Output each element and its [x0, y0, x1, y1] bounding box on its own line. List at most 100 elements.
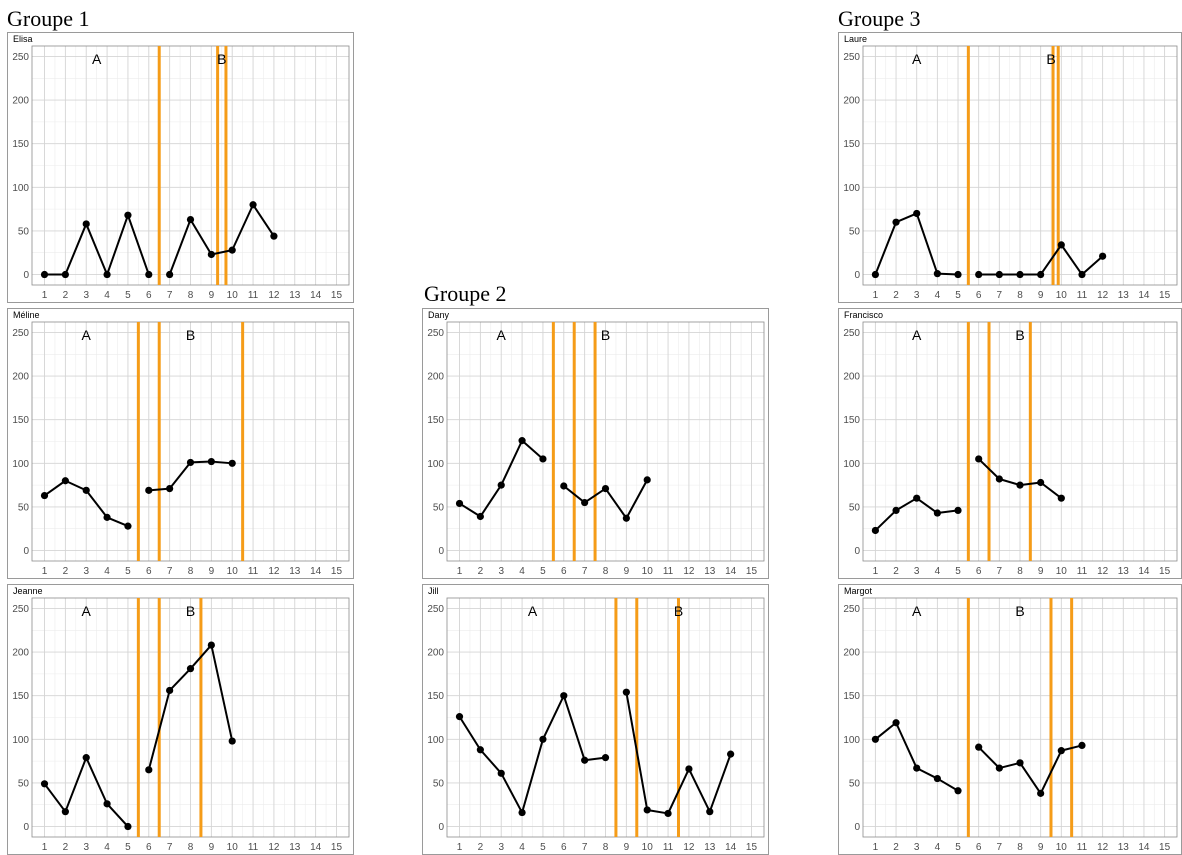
x-tick-label: 5: [540, 566, 546, 577]
x-tick-label: 6: [976, 566, 982, 577]
x-tick-label: 1: [873, 566, 879, 577]
x-tick-label: 4: [519, 842, 525, 853]
x-tick-label: 8: [188, 290, 194, 301]
data-point: [228, 459, 236, 467]
data-point: [933, 509, 941, 517]
phase-label-b: B: [1015, 327, 1024, 343]
x-tick-label: 2: [893, 842, 899, 853]
data-point: [954, 270, 962, 279]
data-point: [103, 800, 111, 808]
data-point: [995, 764, 1003, 772]
x-tick-label: 4: [935, 842, 941, 853]
data-point: [82, 486, 90, 494]
phase-label-b: B: [674, 603, 683, 619]
x-tick-label: 10: [1056, 290, 1068, 301]
x-tick-label: 1: [42, 842, 48, 853]
data-point: [518, 437, 526, 445]
x-tick-label: 11: [1077, 842, 1088, 853]
x-tick-label: 13: [289, 290, 301, 301]
data-point: [207, 457, 215, 466]
x-tick-label: 2: [893, 290, 899, 301]
data-point: [622, 688, 630, 696]
group-title-3: Groupe 3: [838, 6, 920, 31]
data-point: [601, 754, 610, 762]
x-tick-label: 15: [331, 290, 343, 301]
x-tick-label: 12: [268, 290, 280, 301]
grid: [863, 46, 1177, 285]
data-point: [1037, 789, 1045, 797]
x-tick-label: 3: [83, 290, 89, 301]
data-point: [455, 499, 464, 508]
x-tick-label: 9: [209, 290, 215, 301]
x-tick-label: 1: [873, 290, 879, 301]
data-point: [954, 506, 962, 515]
x-tick-label: 15: [746, 566, 758, 577]
x-tick-label: 13: [1118, 842, 1130, 853]
y-tick-label: 200: [12, 648, 29, 659]
series-line-phase-a: [458, 694, 606, 814]
x-tick-label: 10: [227, 566, 239, 577]
y-tick-label: 0: [854, 546, 860, 557]
data-point: [539, 735, 547, 743]
x-tick-label: 6: [976, 290, 982, 301]
panel-title-laure: Laure: [844, 34, 867, 44]
x-tick-label: 13: [1118, 566, 1130, 577]
y-tick-label: 200: [12, 372, 29, 383]
x-tick-label: 7: [997, 566, 1003, 577]
plot-area: [31, 321, 350, 562]
y-tick-label: 0: [23, 822, 29, 833]
x-tick-label: 15: [746, 842, 758, 853]
y-tick-label: 150: [843, 691, 860, 702]
data-point: [1016, 481, 1024, 489]
x-tick-label: 8: [1017, 842, 1023, 853]
x-tick-label: 5: [955, 566, 961, 577]
y-tick-label: 100: [427, 459, 444, 470]
phase-label-a: A: [92, 51, 102, 67]
data-point: [166, 485, 174, 493]
x-tick-label: 11: [1077, 290, 1088, 301]
x-tick-label: 14: [1138, 566, 1150, 577]
x-tick-label: 6: [146, 566, 152, 577]
x-tick-label: 3: [83, 566, 89, 577]
plot-area: [446, 321, 765, 562]
x-tick-label: 14: [1138, 290, 1150, 301]
phase-label-b: B: [186, 327, 195, 343]
panel-frame: [422, 584, 769, 855]
data-point: [871, 735, 879, 743]
data-point: [228, 737, 236, 745]
y-tick-label: 50: [18, 226, 30, 237]
data-point: [933, 270, 941, 278]
data-point: [103, 513, 111, 521]
plot-area: [862, 597, 1178, 838]
data-point: [933, 774, 941, 783]
x-tick-label: 3: [83, 842, 89, 853]
x-tick-label: 6: [561, 566, 567, 577]
x-tick-label: 4: [104, 566, 110, 577]
y-tick-label: 250: [427, 328, 444, 339]
y-tick-label: 0: [23, 546, 29, 557]
x-tick-label: 10: [1056, 842, 1068, 853]
data-point: [1037, 478, 1045, 487]
x-tick-label: 11: [663, 566, 674, 577]
data-point: [145, 270, 153, 279]
x-tick-label: 12: [1097, 842, 1109, 853]
data-point: [539, 455, 547, 463]
x-tick-label: 13: [289, 842, 301, 853]
x-tick-label: 1: [457, 842, 463, 853]
y-tick-label: 100: [843, 735, 860, 746]
x-tick-label: 9: [1038, 290, 1044, 301]
x-tick-label: 3: [914, 566, 920, 577]
x-tick-label: 10: [227, 290, 239, 301]
data-point: [1078, 741, 1086, 750]
y-tick-label: 200: [427, 648, 444, 659]
data-point: [40, 491, 49, 500]
x-tick-label: 10: [1056, 566, 1068, 577]
y-tick-label: 0: [23, 270, 29, 281]
x-tick-label: 1: [873, 842, 879, 853]
data-point: [270, 232, 278, 240]
data-point: [871, 270, 879, 279]
